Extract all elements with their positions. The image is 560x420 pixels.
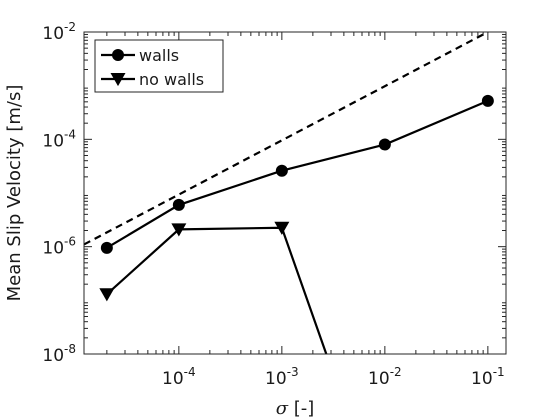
series-1-point-2: [274, 221, 290, 235]
series-line-0: [106, 99, 489, 249]
y-tick-label-2: 10-4: [42, 127, 76, 151]
x-tick-label-3: 10-1: [471, 365, 505, 389]
x-tick-label-0: 10-4: [162, 365, 196, 389]
legend-label-1: no walls: [139, 70, 204, 89]
legend-marker-0: [112, 49, 124, 61]
series-0-point-0: [100, 241, 113, 254]
series-layer: [99, 94, 494, 354]
legend-marker-1: [110, 73, 126, 87]
series-0-point-2: [275, 164, 288, 177]
axes-layer: 10-4 10-3 10-2 10-1 10-8 10-6 10-4 10-2 σ [-] Mea…: [4, 20, 507, 419]
y-tick-label-1: 10-6: [42, 235, 76, 259]
y-tick-label-3: 10-2: [42, 20, 76, 44]
series-0-point-4: [481, 94, 494, 107]
x-tick-label-1: 10-3: [265, 365, 299, 389]
legend-label-0: walls: [139, 46, 179, 65]
y-axis-label: Mean Slip Velocity [m/s]: [4, 85, 25, 302]
series-0-point-3: [378, 138, 391, 151]
x-axis-label: σ [-]: [276, 398, 315, 419]
plot-frame: [83, 31, 507, 355]
legend: walls no walls: [94, 39, 224, 93]
series-1-point-0: [99, 288, 115, 302]
x-tick-label-2: 10-2: [368, 365, 402, 389]
series-line-1: [106, 226, 328, 354]
legend-box: [94, 39, 224, 93]
series-1-point-1: [171, 223, 187, 237]
reference-dashed-line: [84, 32, 489, 246]
reference-layer: [84, 32, 489, 246]
y-tick-label-0: 10-8: [42, 342, 76, 366]
series-0-point-1: [172, 198, 185, 211]
